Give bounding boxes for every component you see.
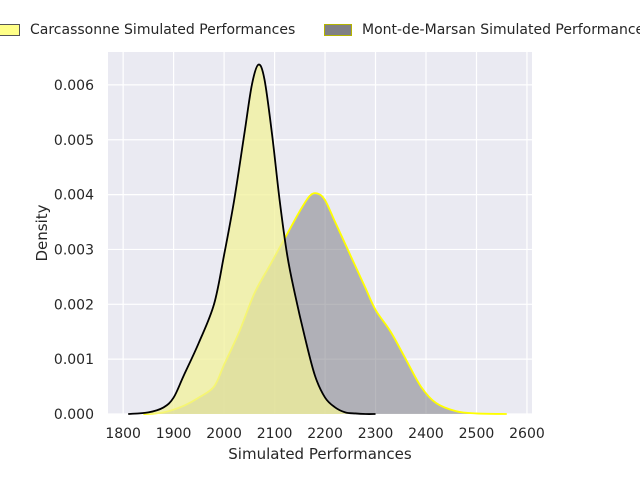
legend-item-carcassonne: Carcassonne Simulated Performances (0, 20, 295, 40)
x-tick-label: 1800 (105, 426, 141, 442)
x-tick-label: 2200 (307, 426, 343, 442)
series-area-carcassonne (128, 64, 376, 415)
y-tick-label: 0.006 (54, 78, 94, 94)
y-tick-label: 0.004 (54, 188, 94, 204)
legend-label-mont-de-marsan: Mont-de-Marsan Simulated Performances (362, 22, 640, 38)
legend-swatch-carcassonne (0, 24, 20, 36)
y-tick-label: 0.002 (54, 297, 94, 313)
x-tick-label: 2600 (509, 426, 545, 442)
x-tick-label: 2500 (459, 426, 495, 442)
y-tick-label: 0.000 (54, 407, 94, 423)
series-line-carcassonne (128, 63, 376, 415)
y-tick-label: 0.001 (54, 352, 94, 368)
y-tick-label: 0.003 (54, 242, 94, 258)
x-tick-label: 2100 (257, 426, 293, 442)
x-tick-label: 2400 (408, 426, 444, 442)
x-tick-label: 2000 (206, 426, 242, 442)
legend-item-mont-de-marsan: Mont-de-Marsan Simulated Performances (324, 20, 640, 40)
y-tick-label: 0.005 (54, 133, 94, 149)
x-tick-label: 1900 (156, 426, 192, 442)
x-axis-label: Simulated Performances (228, 445, 412, 463)
y-axis-label: Density (33, 204, 51, 261)
legend-label-carcassonne: Carcassonne Simulated Performances (30, 22, 296, 38)
legend-swatch-mont-de-marsan (324, 24, 352, 36)
x-tick-label: 2300 (358, 426, 394, 442)
